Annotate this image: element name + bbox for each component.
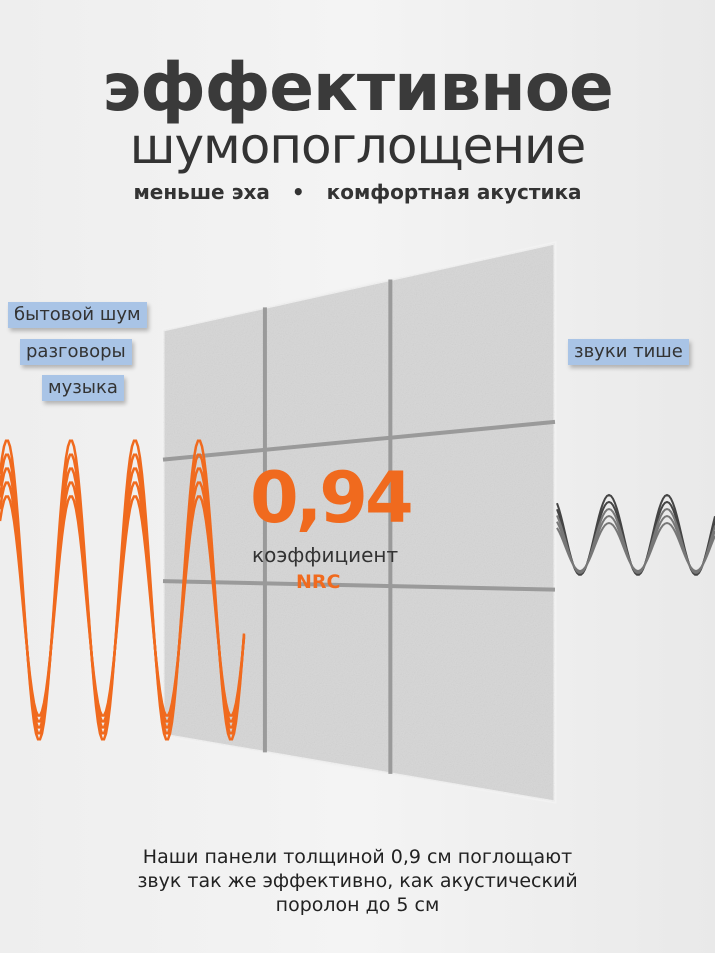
subtitle: меньше эха • комфортная акустика: [0, 180, 715, 204]
gray-sound-waves: [556, 493, 715, 576]
nrc-label: коэффициент: [252, 543, 398, 567]
tag-music: музыка: [42, 375, 124, 401]
headline-line1: эффективное: [102, 49, 614, 126]
horizontal-groove: [162, 579, 556, 592]
nrc-unit: NRC: [296, 571, 340, 593]
panel-texture: [163, 243, 555, 802]
nrc-value: 0,94: [250, 457, 411, 539]
headline-line2: шумопоглощение: [129, 117, 587, 175]
gray-wave: [556, 514, 715, 573]
tag-quieter-sounds: звуки тише: [568, 339, 689, 365]
gray-wave: [556, 493, 715, 576]
tag-conversations: разговоры: [20, 339, 132, 365]
gray-wave: [556, 500, 715, 575]
description-line: звук так же эффективно, как акустический: [137, 870, 578, 892]
horizontal-groove: [162, 419, 556, 462]
subtitle-left: меньше эха: [133, 180, 270, 204]
description: Наши панели толщиной 0,9 см поглощают зв…: [0, 845, 715, 917]
description-line: Наши панели толщиной 0,9 см поглощают: [142, 846, 573, 868]
orange-wave: [0, 495, 246, 717]
subtitle-right: комфортная акустика: [326, 180, 582, 204]
description-line: поролон до 5 см: [275, 894, 440, 916]
gray-wave: [556, 507, 715, 574]
gray-wave: [556, 521, 715, 572]
tag-household-noise: бытовой шум: [8, 302, 147, 328]
bullet: •: [291, 180, 305, 204]
panel-grooves: [162, 279, 556, 774]
orange-sound-waves: [0, 439, 246, 741]
